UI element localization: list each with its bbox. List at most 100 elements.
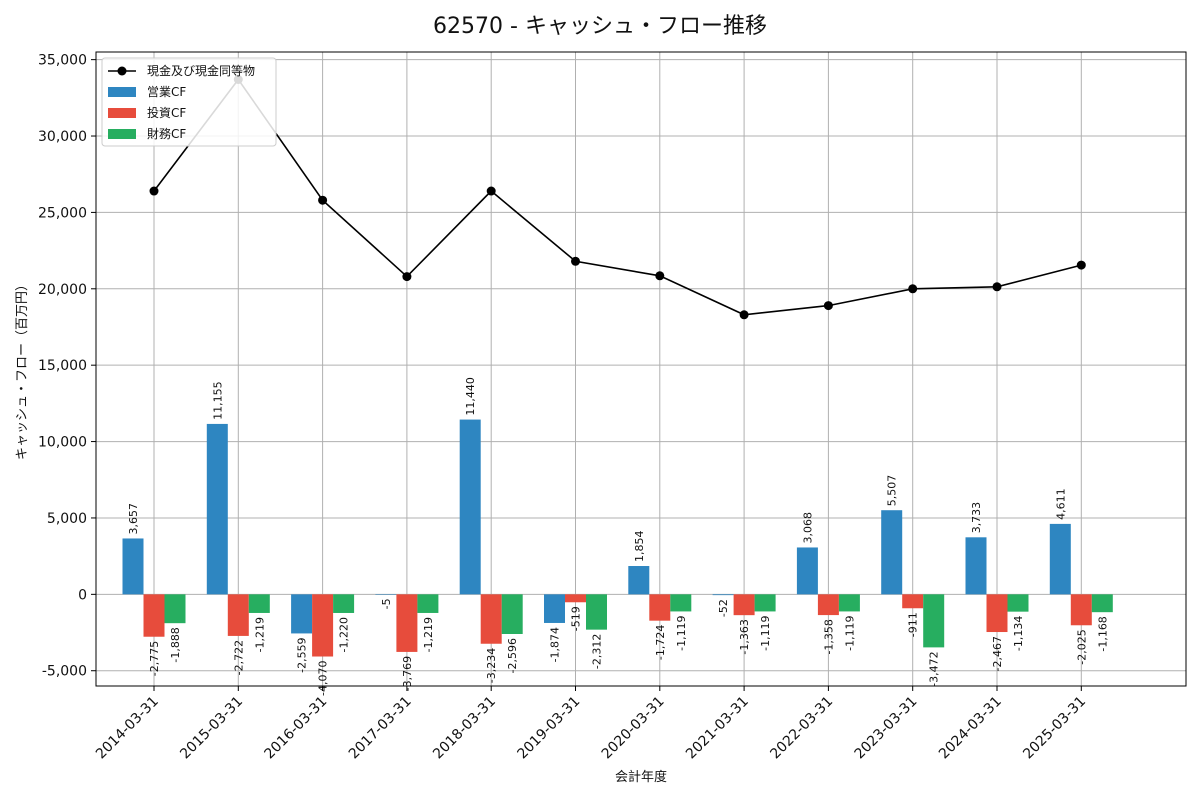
bar bbox=[1091, 594, 1113, 613]
y-tick-label: 25,000 bbox=[38, 205, 87, 221]
data-label: -519 bbox=[570, 606, 583, 631]
y-axis: -5,000 0 5,000 10,000 15,000 20,000 25,000 30,0… bbox=[38, 53, 96, 680]
data-label: -1,219 bbox=[253, 617, 266, 652]
data-label: -1,220 bbox=[338, 617, 351, 652]
data-label: -2,467 bbox=[991, 636, 1004, 671]
data-label: -2,722 bbox=[232, 640, 245, 675]
data-label: -1,119 bbox=[675, 615, 688, 650]
y-tick-label: 35,000 bbox=[38, 53, 87, 69]
data-label: -1,888 bbox=[169, 627, 182, 662]
data-label: 3,657 bbox=[127, 503, 140, 535]
cash-point bbox=[571, 256, 580, 266]
legend-swatch bbox=[108, 129, 136, 139]
data-label: -1,134 bbox=[1012, 616, 1025, 651]
data-label: -1,219 bbox=[422, 617, 435, 652]
bar bbox=[1007, 594, 1029, 612]
cash-line-path bbox=[153, 78, 1082, 316]
data-label: -1,724 bbox=[654, 625, 667, 660]
bar bbox=[143, 594, 165, 637]
cash-point bbox=[823, 301, 833, 311]
data-label: 4,611 bbox=[1054, 488, 1067, 520]
x-tick-label: 2016-03-31 bbox=[262, 694, 331, 763]
bar bbox=[417, 594, 439, 613]
cash-line bbox=[149, 74, 1086, 320]
bar bbox=[227, 594, 249, 636]
x-tick-label: 2019-03-31 bbox=[514, 694, 583, 763]
bar bbox=[817, 594, 839, 616]
grid bbox=[96, 52, 1186, 686]
cash-point bbox=[992, 282, 1002, 292]
data-label: 3,068 bbox=[801, 512, 814, 544]
data-label: 11,155 bbox=[211, 381, 224, 420]
data-label: -1,168 bbox=[1096, 616, 1109, 651]
bar bbox=[670, 594, 692, 612]
bar bbox=[881, 510, 903, 595]
bar bbox=[312, 594, 334, 657]
cash-point bbox=[486, 186, 496, 196]
x-tick-label: 2017-03-31 bbox=[346, 694, 415, 763]
y-tick-label: -5,000 bbox=[42, 664, 87, 680]
legend-swatch bbox=[108, 87, 136, 97]
bar bbox=[965, 537, 987, 595]
x-tick-label: 2015-03-31 bbox=[177, 694, 246, 763]
bar bbox=[206, 423, 228, 595]
cash-point bbox=[1076, 260, 1086, 270]
data-label: -3,769 bbox=[401, 656, 414, 691]
y-axis-label: キャッシュ・フロー（百万円） bbox=[15, 278, 30, 460]
data-label: -1,363 bbox=[738, 619, 751, 654]
x-tick-label: 2022-03-31 bbox=[767, 694, 836, 763]
bar bbox=[649, 594, 671, 621]
y-tick-label: 0 bbox=[78, 587, 87, 603]
data-label: -4,070 bbox=[317, 661, 330, 696]
legend-label: 投資CF bbox=[147, 105, 186, 120]
bar bbox=[375, 594, 397, 595]
data-label: -1,119 bbox=[759, 615, 772, 650]
bar bbox=[1070, 594, 1092, 626]
bar bbox=[122, 538, 144, 595]
data-label: -1,119 bbox=[843, 615, 856, 650]
x-tick-label: 2024-03-31 bbox=[936, 694, 1005, 763]
x-axis: 2014-03-31 2015-03-31 2016-03-31 2017-03-31… bbox=[93, 686, 1089, 762]
cash-point bbox=[739, 310, 749, 320]
cash-point bbox=[149, 186, 159, 196]
data-label: 1,854 bbox=[633, 531, 646, 563]
cash-point bbox=[908, 284, 918, 294]
y-tick-label: 5,000 bbox=[47, 511, 87, 527]
legend-swatch bbox=[108, 108, 136, 118]
legend-marker bbox=[117, 66, 127, 76]
bar bbox=[544, 594, 565, 623]
legend-box bbox=[101, 57, 277, 147]
y-tick-label: 15,000 bbox=[38, 358, 87, 374]
bar bbox=[986, 594, 1008, 633]
bar bbox=[480, 594, 502, 644]
bar bbox=[164, 594, 186, 624]
cash-point bbox=[402, 272, 412, 282]
x-axis-label: 会計年度 bbox=[615, 769, 667, 785]
x-tick-label: 2021-03-31 bbox=[683, 694, 752, 763]
y-tick-label: 20,000 bbox=[38, 282, 87, 298]
data-label: -1,358 bbox=[822, 619, 835, 654]
bar bbox=[902, 594, 924, 609]
bar bbox=[248, 594, 270, 613]
bar bbox=[586, 594, 607, 630]
x-tick-label: 2014-03-31 bbox=[93, 694, 162, 763]
data-label: -2,775 bbox=[148, 641, 161, 676]
bar bbox=[712, 594, 734, 596]
data-label: -5 bbox=[380, 598, 393, 609]
bar bbox=[838, 594, 860, 612]
y-tick-label: 10,000 bbox=[38, 435, 87, 451]
legend-label: 営業CF bbox=[147, 85, 186, 99]
bar bbox=[501, 594, 523, 634]
data-label: -2,025 bbox=[1075, 629, 1088, 664]
data-label: 5,507 bbox=[886, 475, 899, 507]
bar bbox=[1049, 523, 1071, 595]
bar bbox=[291, 594, 313, 634]
bar bbox=[796, 547, 818, 595]
data-label: 11,440 bbox=[464, 377, 477, 416]
bar bbox=[923, 594, 945, 648]
data-label: -2,312 bbox=[591, 634, 604, 669]
bar bbox=[333, 594, 355, 613]
plot-frame bbox=[95, 51, 1187, 687]
